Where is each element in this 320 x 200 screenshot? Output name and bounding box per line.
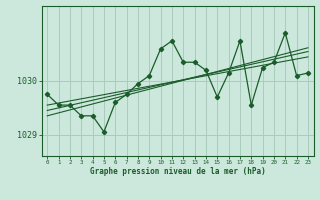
X-axis label: Graphe pression niveau de la mer (hPa): Graphe pression niveau de la mer (hPa) [90, 167, 266, 176]
